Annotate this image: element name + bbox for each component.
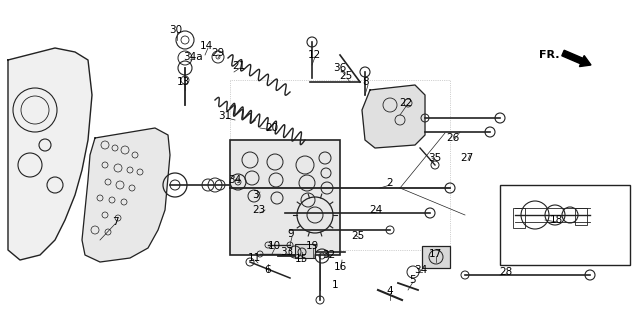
Text: 22: 22 [399, 98, 413, 108]
Polygon shape [82, 128, 170, 262]
Text: 34: 34 [414, 265, 428, 275]
Text: 10: 10 [268, 241, 280, 251]
Text: 14: 14 [200, 41, 212, 51]
Bar [575, 208, 587, 225]
Text: 34a: 34a [183, 52, 203, 62]
Text: 30: 30 [170, 25, 182, 35]
Text: 27: 27 [460, 153, 474, 163]
Text: 12: 12 [307, 50, 321, 60]
Text: 31: 31 [218, 111, 232, 121]
Text: 13: 13 [177, 77, 189, 87]
Text: 7: 7 [112, 217, 118, 227]
Text: 6: 6 [265, 265, 271, 275]
Bar [513, 208, 525, 228]
Text: 24: 24 [369, 205, 383, 215]
Bar [295, 244, 315, 258]
Text: 4: 4 [387, 286, 394, 296]
Text: FR.: FR. [540, 50, 560, 60]
Text: 35: 35 [428, 153, 442, 163]
Text: 5: 5 [409, 275, 415, 285]
Text: 25: 25 [339, 71, 353, 81]
Text: 21: 21 [232, 61, 246, 71]
Text: 25: 25 [351, 231, 365, 241]
Text: 18: 18 [549, 215, 563, 225]
Text: 36: 36 [333, 63, 347, 73]
Text: 1: 1 [332, 280, 339, 290]
Text: 19: 19 [305, 241, 319, 251]
Text: 15: 15 [294, 254, 308, 264]
Text: 2: 2 [387, 178, 394, 188]
Text: 20: 20 [266, 123, 278, 133]
Text: 11: 11 [248, 253, 260, 263]
Text: 32: 32 [323, 250, 335, 260]
Text: 17: 17 [428, 249, 442, 259]
Text: 16: 16 [333, 262, 347, 272]
Text: 29: 29 [211, 48, 225, 58]
Text: 28: 28 [499, 267, 513, 277]
Text: 9: 9 [288, 229, 294, 239]
Text: 3: 3 [252, 190, 259, 200]
Bar [500, 185, 630, 265]
Text: 26: 26 [446, 133, 460, 143]
Bar [230, 140, 340, 255]
Text: 33: 33 [280, 247, 294, 257]
Polygon shape [362, 85, 425, 148]
Polygon shape [8, 48, 92, 260]
Text: 8: 8 [363, 77, 369, 87]
Bar [422, 246, 450, 268]
FancyArrow shape [562, 50, 591, 67]
Text: 23: 23 [252, 205, 266, 215]
Text: 34: 34 [228, 175, 242, 185]
